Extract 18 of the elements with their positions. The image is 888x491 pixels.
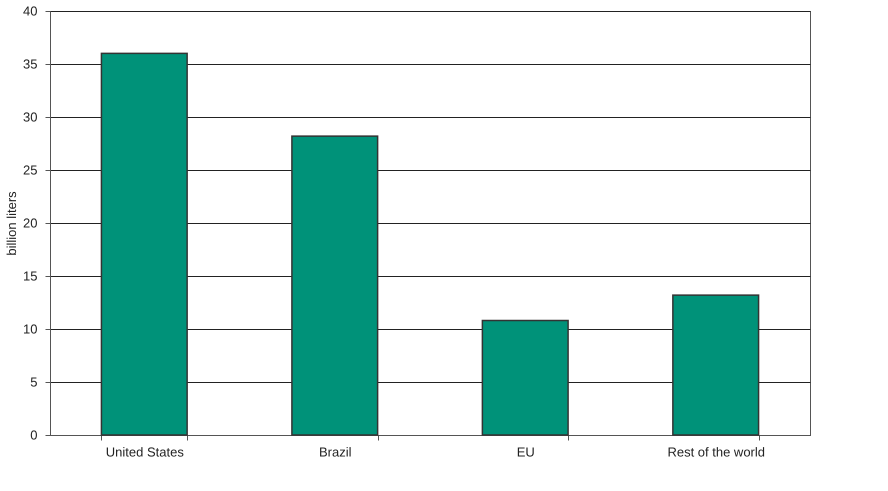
y-tick-label: 10 <box>23 322 38 336</box>
x-tick-label: EU <box>516 444 535 460</box>
y-tick-label: 20 <box>23 216 38 230</box>
x-tick-label: Rest of the world <box>667 444 765 460</box>
y-axis-title: billion liters <box>4 190 20 256</box>
bar <box>672 294 760 436</box>
y-tick-label: 15 <box>23 268 38 284</box>
y-tick-label: 5 <box>30 374 38 390</box>
y-tick-label: 0 <box>30 428 38 442</box>
x-tick-label: Brazil <box>319 444 352 460</box>
y-tick-label: 40 <box>23 4 38 18</box>
bar <box>291 135 378 436</box>
y-tick-label: 35 <box>23 56 38 72</box>
bar <box>482 320 569 436</box>
x-tick-label: United States <box>106 444 184 460</box>
bar <box>100 52 188 436</box>
y-tick-label: 30 <box>23 110 38 124</box>
y-tick-label: 25 <box>23 162 38 178</box>
